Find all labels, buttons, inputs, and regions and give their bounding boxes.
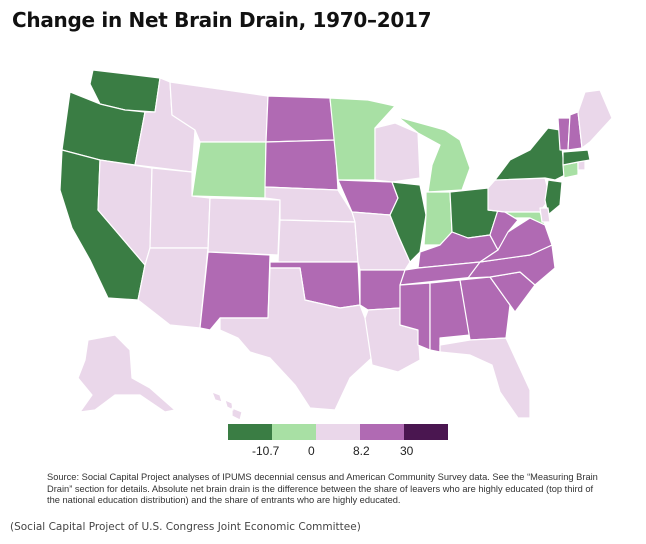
legend-swatch-2 xyxy=(272,424,316,440)
state-sd xyxy=(264,139,339,191)
state-de xyxy=(539,207,551,223)
credit-line: (Social Capital Project of U.S. Congress… xyxy=(10,521,361,533)
state-tx xyxy=(219,267,376,411)
legend-swatch-4 xyxy=(360,424,404,440)
state-mi xyxy=(397,116,471,193)
source-note: Source: Social Capital Project analyses … xyxy=(47,472,598,505)
legend-swatch-5 xyxy=(404,424,448,440)
state-ak xyxy=(77,334,176,413)
state-co xyxy=(207,197,281,256)
state-wi xyxy=(374,122,421,183)
legend-swatch-3 xyxy=(316,424,360,440)
state-ks xyxy=(277,219,359,263)
map-title: Change in Net Brain Drain, 1970–2017 xyxy=(12,8,432,32)
state-az xyxy=(137,247,209,329)
state-va xyxy=(479,217,553,263)
state-nd xyxy=(265,95,336,143)
legend-label: -10.7 xyxy=(252,444,280,458)
legend-label: 30 xyxy=(400,444,414,458)
legend-label: 8.2 xyxy=(353,444,370,458)
state-me xyxy=(577,89,613,149)
state-nj xyxy=(544,179,563,216)
state-il xyxy=(389,181,427,263)
state-ma xyxy=(562,149,591,166)
state-ny xyxy=(494,127,566,181)
legend-color-bar xyxy=(228,424,448,440)
state-pa xyxy=(487,177,551,213)
legend-swatch-1 xyxy=(228,424,272,440)
legend-label: 0 xyxy=(308,444,315,458)
state-fl xyxy=(439,337,531,419)
state-wy xyxy=(191,141,267,199)
state-hi xyxy=(211,391,243,421)
state-ar xyxy=(359,269,406,311)
state-md xyxy=(504,211,546,226)
